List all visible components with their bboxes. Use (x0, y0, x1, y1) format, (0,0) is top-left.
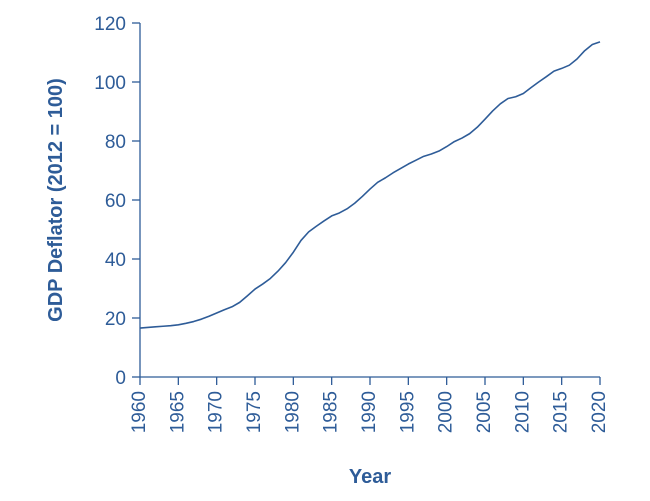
x-tick-label: 1970 (206, 391, 227, 433)
x-tick-label: 1960 (129, 391, 150, 433)
x-tick-label: 1980 (282, 391, 303, 433)
y-axis-ticks: 0 20 40 60 80 100 120 (94, 14, 140, 389)
x-tick-label: 2010 (512, 391, 533, 433)
gdp-deflator-line (139, 41, 601, 329)
x-tick-label: 1985 (321, 391, 342, 433)
x-tick-label: 2015 (551, 391, 572, 433)
y-axis-title: GDP Deflator (2012 = 100) (45, 78, 67, 322)
x-tick-label: 2020 (589, 391, 610, 433)
y-tick-label: 100 (94, 73, 126, 94)
x-tick-label: 1975 (244, 391, 265, 433)
y-tick-label: 40 (105, 250, 126, 271)
y-tick-label: 20 (105, 309, 126, 330)
x-tick-label: 1995 (397, 391, 418, 433)
x-axis-ticks: 1960 1965 1970 1975 1980 1985 1990 1995 2000 2005… (129, 377, 610, 433)
y-tick-label: 120 (94, 14, 126, 35)
y-tick-label: 60 (105, 191, 126, 212)
x-tick-label: 2005 (474, 391, 495, 433)
x-tick-label: 2000 (436, 391, 457, 433)
x-tick-label: 1965 (167, 391, 188, 433)
y-tick-label: 0 (115, 368, 126, 389)
x-tick-label: 1990 (359, 391, 380, 433)
x-axis-title: Year (349, 466, 391, 488)
y-tick-label: 80 (105, 132, 126, 153)
